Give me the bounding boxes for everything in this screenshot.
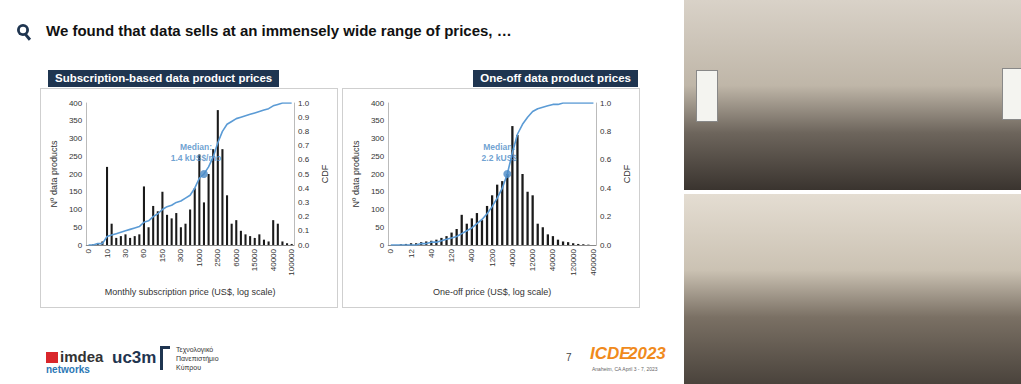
svg-text:0.5: 0.5 xyxy=(298,170,310,179)
svg-text:250: 250 xyxy=(371,152,385,161)
svg-text:0: 0 xyxy=(78,241,83,250)
svg-text:1200: 1200 xyxy=(488,248,497,266)
svg-text:1.4 kUS$/mo: 1.4 kUS$/mo xyxy=(171,153,222,163)
svg-text:CDF: CDF xyxy=(622,164,632,183)
svg-text:40: 40 xyxy=(427,248,436,257)
html-text:networks: networks xyxy=(46,364,90,375)
svg-text:150: 150 xyxy=(371,187,385,196)
svg-text:CDF: CDF xyxy=(320,164,330,183)
svg-text:300: 300 xyxy=(69,134,83,143)
html-text:ICDE: ICDE xyxy=(590,344,631,363)
svg-text:0.2: 0.2 xyxy=(600,212,612,221)
svg-text:150: 150 xyxy=(158,248,167,262)
svg-text:100: 100 xyxy=(371,205,385,214)
svg-text:400: 400 xyxy=(467,248,476,262)
svg-text:2.2 kUS$: 2.2 kUS$ xyxy=(482,153,518,163)
svg-text:0.4: 0.4 xyxy=(298,184,310,193)
svg-text:6000: 6000 xyxy=(232,248,241,266)
svg-text:400000: 400000 xyxy=(589,248,598,275)
svg-text:Nº data products: Nº data products xyxy=(49,140,59,207)
svg-text:300: 300 xyxy=(371,134,385,143)
svg-text:0.8: 0.8 xyxy=(600,127,612,136)
svg-text:0.2: 0.2 xyxy=(298,212,310,221)
svg-text:1000: 1000 xyxy=(195,248,204,266)
svg-text:0.6: 0.6 xyxy=(298,155,310,164)
svg-text:0.9: 0.9 xyxy=(298,113,310,122)
html-text:2023: 2023 xyxy=(628,344,666,363)
svg-text:250: 250 xyxy=(69,152,83,161)
svg-text:300: 300 xyxy=(176,248,185,262)
svg-text:50: 50 xyxy=(73,223,82,232)
svg-text:150: 150 xyxy=(69,187,83,196)
svg-text:15000: 15000 xyxy=(250,248,259,271)
html-text:Anaheim, CA April 3 - 7, 2023: Anaheim, CA April 3 - 7, 2023 xyxy=(592,366,658,372)
svg-text:Nº data products: Nº data products xyxy=(351,140,361,207)
html-text:imdea: imdea xyxy=(60,348,104,365)
svg-text:4000: 4000 xyxy=(508,248,517,266)
svg-text:10: 10 xyxy=(103,248,112,257)
svg-text:Median:: Median: xyxy=(483,142,515,152)
svg-text:Monthly subscription price (US: Monthly subscription price (US$, log sca… xyxy=(105,287,276,297)
html-text:uc3m: uc3m xyxy=(112,348,157,367)
html-text:We found that data sells at an: We found that data sells at an immensely… xyxy=(46,22,512,39)
svg-text:120000: 120000 xyxy=(569,248,578,275)
svg-text:0: 0 xyxy=(380,241,385,250)
svg-text:60: 60 xyxy=(139,248,148,257)
svg-text:0: 0 xyxy=(84,248,93,253)
svg-text:200: 200 xyxy=(69,170,83,179)
html-text:Subscription-based data produc: Subscription-based data product prices xyxy=(55,72,273,84)
svg-text:One-off price (US$, log scale): One-off price (US$, log scale) xyxy=(433,287,551,297)
svg-text:0.7: 0.7 xyxy=(298,141,310,150)
svg-text:0: 0 xyxy=(386,248,395,253)
svg-text:12000: 12000 xyxy=(528,248,537,271)
svg-text:400: 400 xyxy=(69,99,83,108)
svg-text:30: 30 xyxy=(121,248,130,257)
svg-text:50: 50 xyxy=(375,223,384,232)
html-text:Κύπρου: Κύπρου xyxy=(176,364,201,371)
svg-text:0.8: 0.8 xyxy=(298,127,310,136)
svg-text:350: 350 xyxy=(69,116,83,125)
html-text:One-off data product prices: One-off data product prices xyxy=(480,72,631,84)
svg-text:1.0: 1.0 xyxy=(600,99,612,108)
svg-text:40000: 40000 xyxy=(548,248,557,271)
html-text:7: 7 xyxy=(566,352,572,363)
svg-text:0.1: 0.1 xyxy=(298,226,310,235)
svg-text:0.4: 0.4 xyxy=(600,184,612,193)
svg-text:100: 100 xyxy=(69,205,83,214)
svg-text:1.0: 1.0 xyxy=(298,99,310,108)
svg-text:12: 12 xyxy=(407,248,416,257)
svg-text:100000: 100000 xyxy=(287,248,296,275)
html-text:Τεχνολογικό: Τεχνολογικό xyxy=(176,346,214,353)
svg-text:0.3: 0.3 xyxy=(298,198,310,207)
svg-text:0.0: 0.0 xyxy=(600,241,612,250)
svg-text:200: 200 xyxy=(371,170,385,179)
svg-text:350: 350 xyxy=(371,116,385,125)
svg-text:0.6: 0.6 xyxy=(600,155,612,164)
html-text:Πανεπιστήμιο: Πανεπιστήμιο xyxy=(176,355,219,362)
svg-text:400: 400 xyxy=(371,99,385,108)
svg-text:40000: 40000 xyxy=(269,248,278,271)
svg-text:2500: 2500 xyxy=(213,248,222,266)
svg-text:120: 120 xyxy=(447,248,456,262)
svg-text:Median:: Median: xyxy=(180,142,212,152)
svg-text:0.0: 0.0 xyxy=(298,241,310,250)
